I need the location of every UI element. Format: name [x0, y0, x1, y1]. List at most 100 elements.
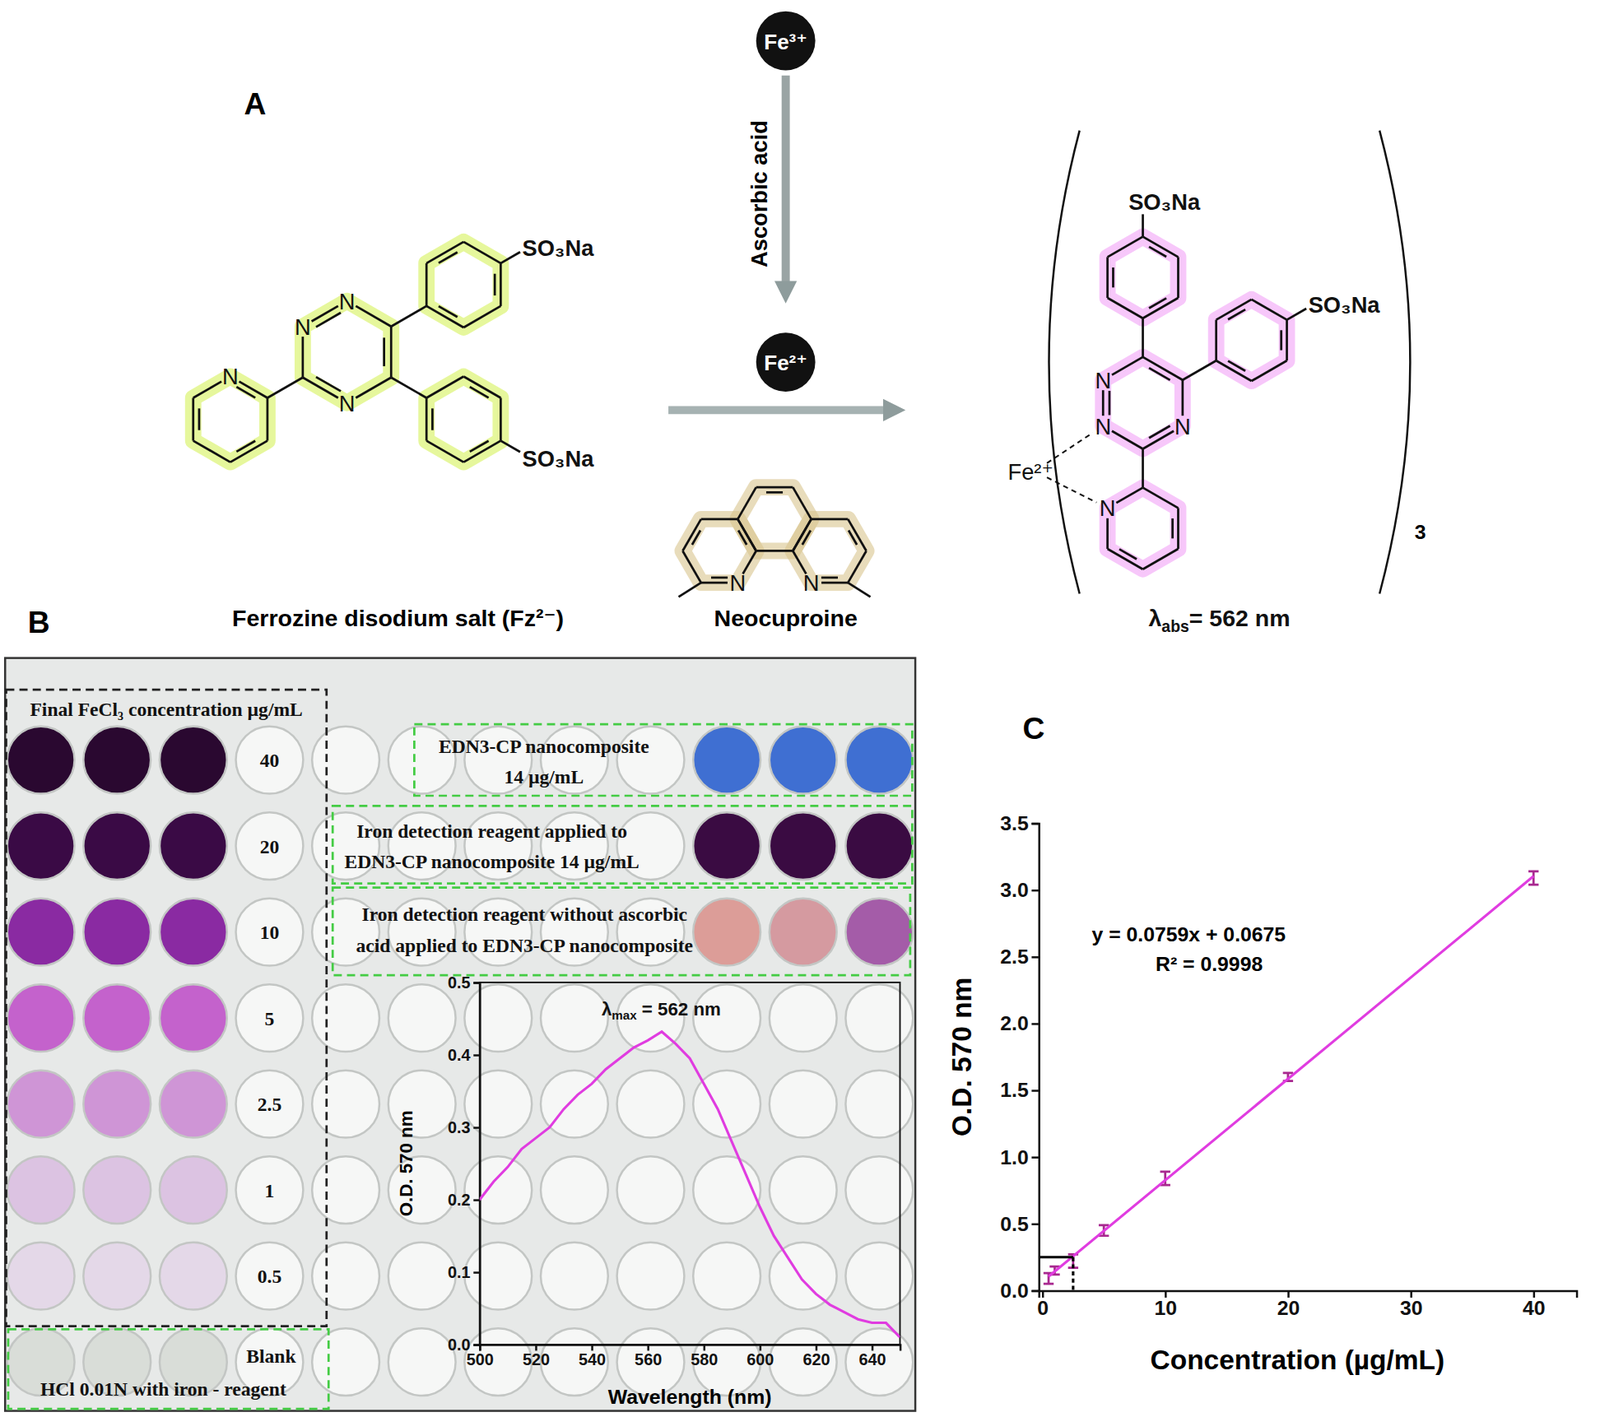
well: [236, 1070, 304, 1139]
figure: ABCNNNNSO₃NaSO₃NaFerrozine disodium salt…: [0, 0, 1600, 1417]
tick-label: 30: [1400, 1297, 1424, 1320]
bond: [463, 241, 501, 264]
dashed-box: [5, 689, 326, 1327]
ring-glow: [302, 301, 391, 404]
stoichiometry: 3: [1414, 520, 1427, 544]
bond: [316, 312, 341, 327]
bond: [230, 441, 268, 463]
bond: [236, 386, 256, 398]
ring-glow: [1107, 488, 1179, 570]
dashed-box: [332, 805, 912, 884]
bond: [1285, 320, 1289, 362]
x-axis-title: Concentration (µg/mL): [1150, 1344, 1446, 1376]
x-axis: 500520540560580600620640: [466, 1344, 901, 1369]
well: [464, 984, 532, 1052]
atom-label: N: [1094, 367, 1112, 394]
plate-label: 5: [265, 1008, 275, 1030]
well: [769, 812, 838, 880]
well: [693, 1242, 761, 1311]
plate-photo: [4, 658, 916, 1412]
tick-mark: [1031, 1156, 1039, 1159]
y-axis-tick: 0.5: [1000, 1213, 1039, 1236]
plate-label: 2.5: [257, 1093, 282, 1116]
tick-label: 1.5: [1000, 1079, 1029, 1102]
well: [769, 898, 838, 967]
atom-label: N: [294, 314, 312, 340]
reduction-arrow: [781, 75, 791, 289]
bond: [425, 397, 428, 441]
wells: [7, 726, 914, 1396]
neocuproine: NN: [678, 487, 870, 597]
plate-label: EDN3-CP nanocomposite: [438, 735, 650, 758]
well: [83, 984, 151, 1052]
bond: [267, 377, 303, 399]
bond: [236, 441, 256, 452]
tick-mark: [473, 1271, 480, 1274]
well: [311, 1328, 380, 1396]
tick-label: 0.5: [1000, 1213, 1029, 1236]
bond: [1111, 431, 1144, 450]
panel-letter: C: [1022, 711, 1045, 746]
plate-label: EDN3-CP nanocomposite 14 µg/mL: [344, 851, 639, 873]
tick-label: 2.0: [1000, 1012, 1028, 1035]
bond: [390, 377, 427, 399]
atom-label: N: [1174, 413, 1191, 440]
well: [845, 898, 913, 967]
plate-label: 14 µg/mL: [504, 766, 585, 788]
bond: [1143, 297, 1179, 319]
x-axis-tick: 30: [1400, 1290, 1424, 1320]
bond: [1176, 507, 1180, 549]
tick-mark: [1031, 956, 1039, 959]
bond: [792, 487, 811, 520]
tick-label: 0.3: [447, 1118, 471, 1137]
well: [845, 812, 913, 880]
well: [159, 812, 228, 880]
bond: [426, 441, 464, 463]
atom-label: N: [339, 288, 356, 315]
panel-letter: A: [244, 86, 267, 121]
well: [693, 726, 761, 795]
tick-label: 2.5: [1000, 945, 1029, 968]
bond: [1171, 518, 1174, 539]
y-axis: 0.00.10.20.30.40.5: [447, 973, 480, 1354]
well: [83, 1242, 151, 1311]
bond: [821, 581, 848, 585]
atom-label: N: [222, 363, 239, 390]
bond: [1106, 518, 1109, 549]
bond: [1251, 299, 1288, 321]
bond: [1107, 548, 1144, 570]
bond: [1108, 390, 1112, 416]
tick-label: 3.5: [1000, 812, 1029, 835]
bond: [1111, 267, 1115, 288]
bond: [711, 576, 728, 580]
bond: [463, 376, 501, 398]
chart-title: λmax = 562 nm: [601, 999, 721, 1024]
y-axis-tick: 0.3: [447, 1118, 480, 1137]
bond: [493, 274, 497, 296]
plate-label: Final FeCl₃ concentration µg/mL: [29, 698, 303, 721]
y-axis-line: [473, 982, 480, 1345]
bond: [1148, 367, 1171, 381]
well: [7, 812, 75, 880]
bond: [266, 397, 270, 441]
tick-label: 0.4: [447, 1046, 471, 1065]
bond: [847, 582, 870, 597]
bond: [1107, 237, 1144, 258]
tick-label: 520: [522, 1350, 550, 1369]
bond: [1119, 548, 1137, 559]
well: [845, 1070, 913, 1139]
reaction-arrow: [668, 405, 890, 414]
well: [311, 726, 380, 795]
bond: [678, 582, 701, 597]
substituent-label: SO₃Na: [521, 235, 595, 261]
panel-letter: B: [27, 604, 51, 640]
plate-label: 10: [260, 921, 280, 944]
compound-label: Neocuproine: [714, 604, 858, 632]
ion-label: Fe²⁺: [1008, 459, 1054, 485]
well: [845, 1156, 913, 1224]
ion-label: Fe³⁺: [763, 29, 808, 55]
x-axis-tick: 40: [1522, 1290, 1546, 1320]
bond: [469, 441, 489, 452]
bond: [737, 487, 756, 520]
bond: [425, 263, 428, 307]
